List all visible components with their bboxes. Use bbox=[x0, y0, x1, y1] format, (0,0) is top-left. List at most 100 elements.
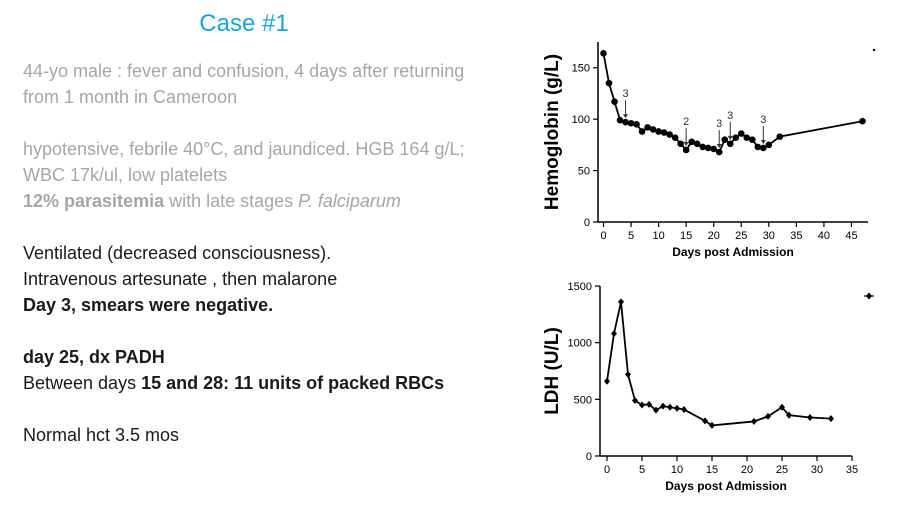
annotation-arrowhead bbox=[760, 139, 766, 144]
data-point bbox=[709, 421, 715, 429]
x-tick-label: 25 bbox=[776, 464, 788, 476]
hemoglobin-chart: 0 50 100 150 0 5 10 15 20 25 30 35 40 45 Days post Adm… bbox=[542, 42, 876, 259]
data-point bbox=[682, 146, 690, 154]
data-point bbox=[710, 145, 718, 153]
slide-title: Case #1 bbox=[199, 10, 289, 37]
y-tick-label: 0 bbox=[584, 217, 590, 229]
data-point bbox=[681, 406, 687, 414]
data-point bbox=[688, 138, 695, 146]
data-point bbox=[611, 330, 617, 338]
data-point bbox=[625, 370, 631, 378]
transfusion-line: Between days 15 and 28: 11 units of pack… bbox=[23, 373, 445, 393]
data-point bbox=[786, 411, 792, 419]
treatment-line: Intravenous artesunate , then malarone bbox=[23, 269, 338, 289]
x-axis-label: Days post Admission bbox=[672, 245, 794, 259]
data-point bbox=[807, 413, 813, 421]
history-line: 44-yo male : fever and confusion, 4 days… bbox=[23, 61, 465, 107]
ldh-chart: 0 500 1000 1500 0 5 10 15 20 25 30 35 Days post Admi… bbox=[542, 281, 874, 493]
data-point bbox=[677, 140, 684, 148]
series-line bbox=[606, 301, 832, 427]
data-point bbox=[667, 403, 673, 411]
ventilated-line: Ventilated (decreased consciousness). bbox=[23, 243, 332, 263]
data-point bbox=[743, 134, 751, 141]
x-tick-label: 30 bbox=[811, 464, 823, 476]
x-tick-label: 0 bbox=[604, 464, 610, 476]
x-tick-label: 35 bbox=[846, 464, 858, 476]
normal-hct-line: Normal hct 3.5 mos bbox=[23, 425, 180, 445]
data-point bbox=[605, 79, 613, 87]
data-point bbox=[828, 415, 834, 423]
data-point bbox=[715, 148, 723, 156]
y-axis-label: Hemoglobin (g/L) bbox=[542, 54, 563, 210]
x-tick-label: 5 bbox=[639, 464, 645, 476]
y-tick-label: 50 bbox=[578, 166, 590, 178]
data-point bbox=[704, 144, 712, 152]
data-point bbox=[660, 402, 666, 410]
data-point bbox=[660, 129, 668, 136]
data-point bbox=[859, 117, 866, 125]
x-tick-label: 10 bbox=[671, 464, 683, 476]
data-point bbox=[702, 417, 708, 425]
data-point bbox=[604, 377, 610, 385]
data-point bbox=[754, 143, 762, 151]
annotation-label: 3 bbox=[760, 114, 766, 126]
data-point bbox=[600, 50, 607, 57]
y-tick-label: 100 bbox=[572, 114, 590, 126]
y-tick-label: 1000 bbox=[568, 338, 592, 350]
annotation-label: 3 bbox=[622, 88, 628, 100]
data-point bbox=[616, 116, 624, 124]
data-point bbox=[632, 396, 638, 404]
data-point bbox=[765, 412, 771, 420]
data-point bbox=[732, 134, 740, 141]
data-point bbox=[627, 119, 635, 127]
parasitemia-line: 12% parasitemia with late stages P. falc… bbox=[23, 188, 493, 214]
data-point bbox=[699, 143, 706, 151]
data-point bbox=[726, 140, 734, 148]
data-point bbox=[646, 400, 652, 408]
x-tick-label: 20 bbox=[708, 230, 720, 242]
data-point bbox=[618, 298, 624, 306]
diagnosis-line: day 25, dx PADH bbox=[23, 347, 165, 367]
y-tick-label: 500 bbox=[574, 394, 592, 406]
y-axis-label: LDH (U/L) bbox=[542, 327, 563, 415]
y-tick-label: 1500 bbox=[568, 281, 592, 293]
annotation-arrowhead bbox=[623, 114, 629, 119]
parasitemia-bold: 12% parasitemia bbox=[23, 191, 165, 211]
data-point bbox=[611, 98, 618, 105]
x-tick-label: 15 bbox=[706, 464, 718, 476]
x-tick-label: 0 bbox=[600, 230, 606, 242]
data-point bbox=[737, 130, 745, 137]
data-point bbox=[655, 128, 662, 135]
x-tick-label: 35 bbox=[790, 230, 802, 242]
data-point bbox=[671, 134, 679, 141]
data-point bbox=[765, 141, 773, 149]
vitals-line: hypotensive, febrile 40°C, and jaundiced… bbox=[23, 139, 465, 185]
annotation-arrowhead bbox=[716, 144, 722, 149]
data-point bbox=[653, 406, 659, 414]
data-point bbox=[638, 128, 646, 135]
data-point bbox=[776, 133, 784, 140]
stray-mark-point bbox=[866, 292, 872, 300]
species-italic: P. falciparum bbox=[298, 191, 401, 211]
data-point bbox=[666, 131, 673, 138]
x-tick-label: 40 bbox=[818, 230, 830, 242]
x-tick-label: 45 bbox=[845, 230, 857, 242]
parasitemia-mid: with late stages bbox=[164, 191, 299, 211]
data-point bbox=[639, 401, 645, 409]
data-point bbox=[748, 136, 756, 144]
annotation-label: 3 bbox=[716, 118, 722, 130]
annotation-arrowhead bbox=[683, 142, 689, 146]
data-point bbox=[633, 120, 640, 128]
data-point bbox=[760, 144, 767, 152]
case-text: 44-yo male : fever and confusion, 4 days… bbox=[23, 58, 493, 448]
data-point bbox=[751, 417, 757, 425]
data-point bbox=[721, 136, 729, 144]
x-tick-label: 20 bbox=[741, 464, 753, 476]
data-point bbox=[693, 140, 701, 148]
x-tick-label: 30 bbox=[763, 230, 775, 242]
annotation-label: 2 bbox=[683, 116, 689, 128]
data-point bbox=[779, 403, 785, 411]
x-tick-label: 10 bbox=[652, 230, 664, 242]
data-point bbox=[674, 404, 680, 412]
data-point bbox=[644, 124, 651, 131]
